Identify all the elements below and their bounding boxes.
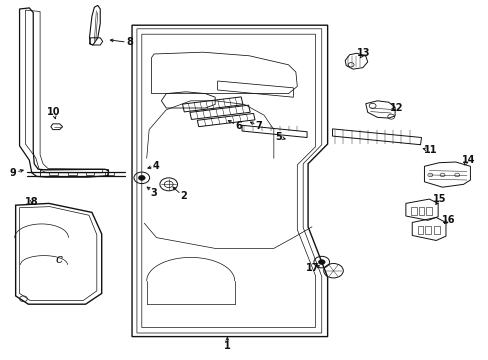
Text: 4: 4 — [153, 161, 160, 171]
Bar — [433, 226, 439, 234]
Bar — [49, 172, 58, 175]
Text: 11: 11 — [423, 145, 436, 156]
Text: 18: 18 — [25, 197, 39, 207]
Text: 7: 7 — [255, 121, 262, 131]
Circle shape — [138, 175, 145, 180]
Text: 12: 12 — [389, 103, 403, 113]
Bar — [418, 207, 424, 215]
Bar — [425, 226, 430, 234]
Text: 17: 17 — [305, 263, 319, 273]
Text: 8: 8 — [126, 37, 133, 48]
Text: 13: 13 — [356, 48, 370, 58]
Text: 9: 9 — [10, 168, 17, 178]
Bar — [105, 172, 114, 175]
Text: 2: 2 — [180, 191, 186, 201]
Bar — [85, 172, 94, 175]
Bar — [426, 207, 431, 215]
Text: 15: 15 — [432, 194, 446, 204]
Text: c: c — [55, 253, 62, 266]
Circle shape — [318, 260, 325, 265]
Text: 5: 5 — [275, 132, 282, 142]
Text: 3: 3 — [150, 188, 157, 198]
Bar — [68, 172, 77, 175]
Bar — [417, 226, 423, 234]
Bar — [410, 207, 416, 215]
Text: 16: 16 — [441, 215, 455, 225]
Text: 1: 1 — [224, 341, 230, 351]
Text: 6: 6 — [235, 121, 242, 131]
Text: 10: 10 — [47, 107, 61, 117]
Text: 14: 14 — [461, 155, 474, 165]
